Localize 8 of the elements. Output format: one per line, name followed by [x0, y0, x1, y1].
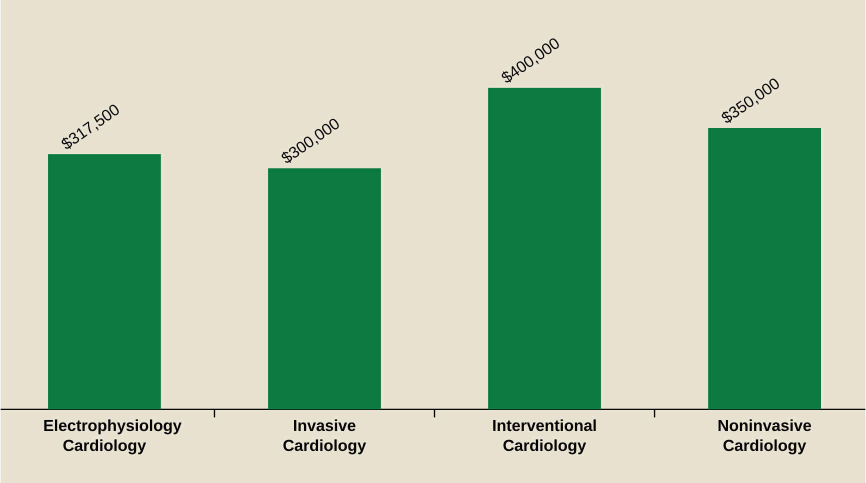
bar	[488, 88, 601, 410]
x-tick-label: Electrophysiology Cardiology	[44, 419, 182, 454]
bar	[708, 128, 821, 410]
x-tick-label: Interventional Cardiology	[493, 419, 596, 454]
x-tick-label: Noninvasive Cardiology	[718, 419, 812, 454]
x-tick-label: Invasive Cardiology	[283, 419, 366, 454]
bar	[48, 154, 161, 410]
bar	[268, 168, 381, 410]
